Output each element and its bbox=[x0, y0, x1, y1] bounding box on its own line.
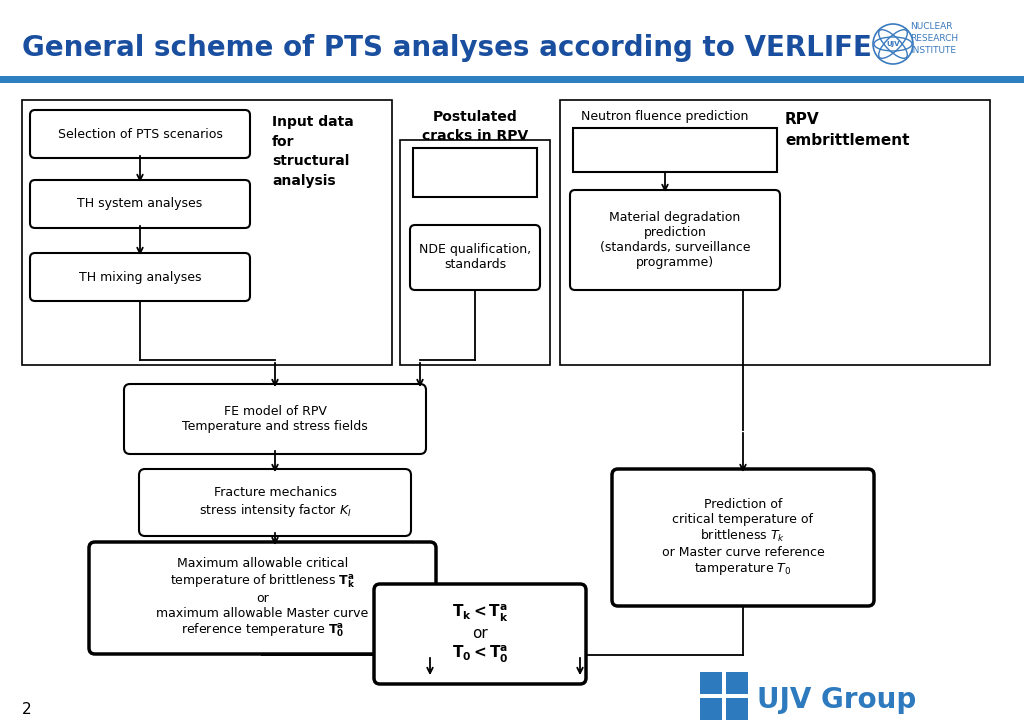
Text: Selection of PTS scenarios: Selection of PTS scenarios bbox=[57, 127, 222, 140]
Text: UJV Group: UJV Group bbox=[757, 686, 916, 714]
Text: Input data
for
structural
analysis: Input data for structural analysis bbox=[272, 115, 353, 188]
Bar bbox=[560, 100, 990, 365]
Text: TH system analyses: TH system analyses bbox=[78, 198, 203, 211]
FancyBboxPatch shape bbox=[410, 225, 540, 290]
Text: Prediction of
critical temperature of
brittleness $T_k$
or Master curve referenc: Prediction of critical temperature of br… bbox=[662, 497, 824, 577]
Bar bbox=[726, 698, 748, 720]
Text: Fracture mechanics
stress intensity factor $K_I$: Fracture mechanics stress intensity fact… bbox=[199, 487, 351, 518]
Text: TH mixing analyses: TH mixing analyses bbox=[79, 271, 202, 284]
FancyBboxPatch shape bbox=[30, 110, 250, 158]
Text: Postulated
cracks in RPV: Postulated cracks in RPV bbox=[422, 110, 528, 143]
FancyBboxPatch shape bbox=[124, 384, 426, 454]
FancyBboxPatch shape bbox=[570, 190, 780, 290]
FancyBboxPatch shape bbox=[573, 128, 777, 172]
FancyBboxPatch shape bbox=[413, 148, 537, 197]
Text: 2: 2 bbox=[22, 702, 32, 717]
Text: NUCLEAR
RESEARCH
INSTITUTE: NUCLEAR RESEARCH INSTITUTE bbox=[910, 22, 958, 54]
Text: UJV: UJV bbox=[886, 41, 900, 47]
Text: Maximum allowable critical
temperature of brittleness $\mathbf{T_k^a}$
or
maximu: Maximum allowable critical temperature o… bbox=[157, 557, 369, 639]
Bar bbox=[726, 672, 748, 694]
FancyBboxPatch shape bbox=[30, 180, 250, 228]
FancyBboxPatch shape bbox=[30, 253, 250, 301]
Text: General scheme of PTS analyses according to VERLIFE: General scheme of PTS analyses according… bbox=[22, 34, 871, 62]
Bar bbox=[22, 100, 392, 365]
Text: FE model of RPV
Temperature and stress fields: FE model of RPV Temperature and stress f… bbox=[182, 405, 368, 433]
FancyBboxPatch shape bbox=[612, 469, 874, 606]
Text: RPV
embrittlement: RPV embrittlement bbox=[785, 112, 909, 148]
Bar bbox=[400, 140, 550, 365]
FancyBboxPatch shape bbox=[89, 542, 436, 654]
Bar bbox=[700, 672, 722, 694]
Text: Material degradation
prediction
(standards, surveillance
programme): Material degradation prediction (standar… bbox=[600, 211, 751, 269]
Text: NDE qualification,
standards: NDE qualification, standards bbox=[419, 243, 531, 272]
FancyBboxPatch shape bbox=[374, 584, 586, 684]
Bar bbox=[0, 76, 1024, 83]
FancyBboxPatch shape bbox=[139, 469, 411, 536]
Text: Neutron fluence prediction: Neutron fluence prediction bbox=[582, 110, 749, 123]
Text: $\mathbf{T_k < T_k^a}$
or
$\mathbf{T_0 < T_0^a}$: $\mathbf{T_k < T_k^a}$ or $\mathbf{T_0 <… bbox=[452, 603, 508, 665]
Bar bbox=[700, 698, 722, 720]
